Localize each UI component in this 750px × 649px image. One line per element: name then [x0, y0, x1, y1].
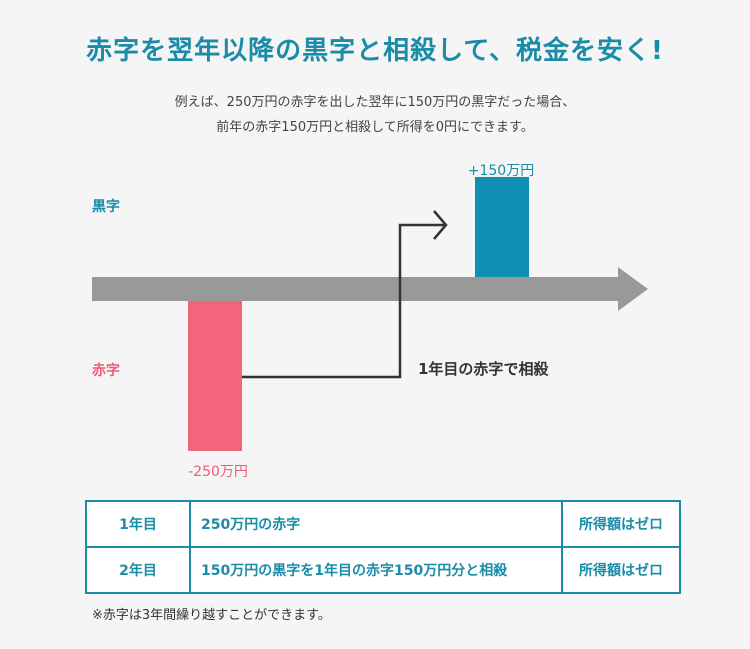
page-title: 赤字を翌年以降の黒字と相殺して、税金を安く! [86, 36, 664, 66]
result-cell: 所得額はゼロ [561, 546, 681, 594]
year-cell: 1年目 [85, 500, 191, 548]
result-cell: 所得額はゼロ [561, 500, 681, 548]
deficit-bar [188, 301, 242, 451]
subtitle-line-1: 例えば、250万円の赤字を出した翌年に150万円の黒字だった場合、 [174, 95, 576, 110]
offset-label: 1年目の赤字で相殺 [418, 360, 549, 378]
detail-cell: 250万円の赤字 [189, 500, 563, 548]
carryover-arrowhead [433, 210, 448, 240]
table-row: 1年目 250万円の赤字 所得額はゼロ [85, 500, 681, 548]
subtitle: 例えば、250万円の赤字を出した翌年に150万円の黒字だった場合、 前年の赤字1… [0, 90, 750, 140]
deficit-value-label: -250万円 [188, 464, 248, 480]
deficit-label: 赤字 [92, 363, 120, 379]
surplus-bar [475, 177, 529, 277]
subtitle-line-2: 前年の赤字150万円と相殺して所得を0円にできます。 [216, 120, 534, 135]
summary-table: 1年目 250万円の赤字 所得額はゼロ 2年目 150万円の黒字を1年目の赤字1… [85, 500, 681, 594]
surplus-label: 黒字 [92, 199, 120, 215]
detail-cell: 150万円の黒字を1年目の赤字150万円分と相殺 [189, 546, 563, 594]
timeline-arrow [92, 267, 648, 311]
footnote: ※赤字は3年間繰り越すことができます。 [92, 608, 331, 623]
carryover-connector [242, 223, 444, 379]
year-cell: 2年目 [85, 546, 191, 594]
table-row: 2年目 150万円の黒字を1年目の赤字150万円分と相殺 所得額はゼロ [85, 546, 681, 594]
surplus-value-label: +150万円 [467, 163, 535, 179]
